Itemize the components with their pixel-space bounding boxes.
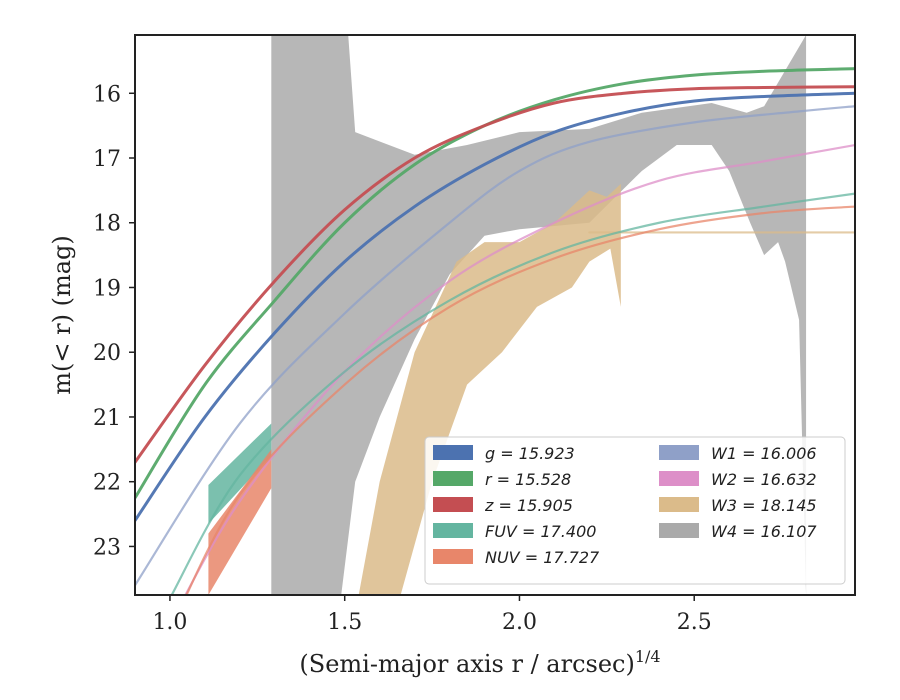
lines-layer (135, 67, 855, 595)
legend-swatch (659, 497, 699, 512)
y-tick-label: 21 (93, 406, 121, 431)
band-w4 (271, 35, 807, 595)
y-tick-label: 19 (93, 276, 121, 301)
x-tick-label: 1.0 (152, 610, 187, 635)
legend-label: W2 = 16.632 (711, 470, 817, 489)
x-axis-label-main: (Semi-major axis r / arcsec) (299, 650, 634, 678)
band-nuv (208, 449, 272, 595)
x-tick-label: 2.0 (502, 610, 537, 635)
legend-label: W4 = 16.107 (711, 522, 817, 541)
series-line-w2 (184, 143, 855, 595)
y-tick-label: 22 (93, 471, 121, 496)
y-tick-label: 18 (93, 212, 121, 237)
y-tick-label: 20 (93, 341, 121, 366)
legend-label: g = 15.923 (485, 444, 575, 463)
legend-label: W1 = 16.006 (711, 444, 817, 463)
legend-swatch (433, 523, 473, 538)
series-line-g (135, 91, 855, 523)
series-line-nuv (185, 205, 855, 595)
band-w3 (358, 183, 621, 595)
x-tick-label: 2.5 (677, 610, 712, 635)
x-axis-label-sup: 1/4 (635, 647, 661, 666)
x-axis-label: (Semi-major axis r / arcsec)1/4 (299, 647, 660, 678)
y-axis-ticks: 16 17 18 19 20 21 22 23 (93, 82, 135, 560)
y-tick-label: 23 (93, 535, 121, 560)
legend-label: z = 15.905 (484, 496, 573, 515)
x-tick-label: 1.5 (327, 610, 362, 635)
legend-swatch (659, 523, 699, 538)
plot-frame (134, 34, 856, 596)
series-line-fuv (170, 192, 855, 595)
legend-box (424, 436, 846, 585)
legend-swatch (659, 471, 699, 486)
y-tick-label: 17 (93, 147, 121, 172)
legend-label: NUV = 17.727 (485, 548, 600, 567)
legend-swatch (659, 445, 699, 460)
series-line-w1 (135, 105, 855, 587)
legend-swatch (433, 497, 473, 512)
legend-label: r = 15.528 (485, 470, 571, 489)
legend-swatch (433, 549, 473, 564)
y-tick-label: 16 (93, 82, 121, 107)
series-line-z (135, 85, 855, 464)
legend-label: W3 = 18.145 (711, 496, 817, 515)
y-axis-label: m(< r) (mag) (48, 235, 76, 394)
legend-swatch (433, 471, 473, 486)
x-axis-ticks: 1.0 1.5 2.0 2.5 (152, 595, 712, 635)
legend-label: FUV = 17.400 (485, 522, 596, 541)
legend: g = 15.923 r = 15.528 z = 15.905 FUV = 17.4… (424, 436, 846, 585)
legend-swatch (433, 445, 473, 460)
